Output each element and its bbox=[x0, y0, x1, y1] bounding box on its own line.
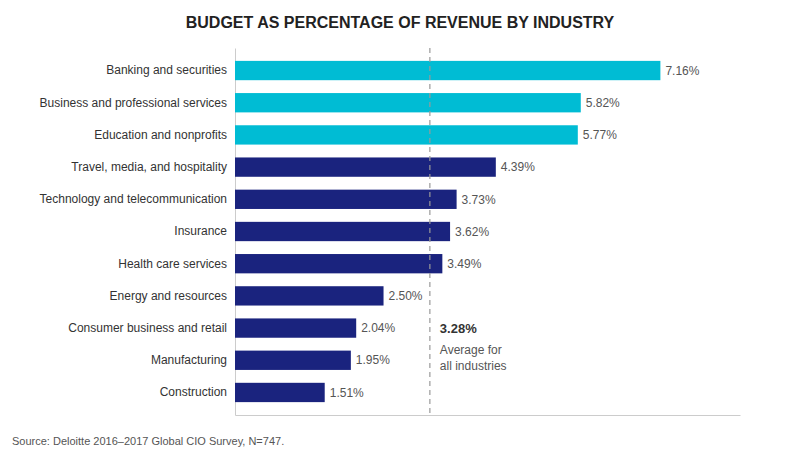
y-tick-label: Travel, media, and hospitality bbox=[71, 160, 227, 174]
bar bbox=[235, 157, 496, 176]
data-label: 3.62% bbox=[455, 225, 489, 239]
data-label: 1.95% bbox=[356, 353, 390, 367]
y-tick: Manufacturing bbox=[151, 353, 235, 367]
y-axis: Banking and securities Business and profe… bbox=[40, 49, 236, 416]
y-tick-label: Manufacturing bbox=[151, 353, 227, 367]
y-tick: Health care services bbox=[118, 257, 235, 271]
plot-area: Banking and securities Business and profe… bbox=[40, 48, 741, 416]
y-tick: Energy and resources bbox=[110, 289, 235, 303]
data-label: 2.04% bbox=[361, 321, 395, 335]
x-axis-line bbox=[236, 415, 741, 416]
bar bbox=[235, 125, 578, 144]
chart: BUDGET AS PERCENTAGE OF REVENUE BY INDUS… bbox=[0, 0, 800, 455]
data-label: 4.39% bbox=[501, 160, 535, 174]
data-label: 5.82% bbox=[586, 96, 620, 110]
data-label: 7.16% bbox=[665, 64, 699, 78]
source: Source: Deloitte 2016–2017 Global CIO Su… bbox=[12, 435, 284, 447]
y-tick-label: Education and nonprofits bbox=[94, 128, 227, 142]
title: BUDGET AS PERCENTAGE OF REVENUE BY INDUS… bbox=[186, 14, 615, 31]
bar bbox=[235, 286, 384, 305]
y-tick: Construction bbox=[160, 385, 235, 399]
average-label: 3.28% bbox=[440, 321, 477, 336]
y-tick-label: Technology and telecommunication bbox=[40, 192, 227, 206]
y-tick-label: Energy and resources bbox=[110, 289, 227, 303]
bars bbox=[235, 48, 660, 415]
data-label: 5.77% bbox=[583, 128, 617, 142]
bar bbox=[235, 318, 356, 337]
data-label: 3.73% bbox=[462, 193, 496, 207]
data-labels: 7.16% 5.82% 5.77% 4.39% 3.73% 3.62% 3.49% 2.50%… bbox=[330, 64, 700, 400]
y-tick: Travel, media, and hospitality bbox=[71, 160, 235, 174]
y-tick-label: Business and professional services bbox=[40, 96, 227, 110]
y-tick-label: Construction bbox=[160, 385, 227, 399]
data-label: 3.49% bbox=[447, 257, 481, 271]
y-tick-label: Health care services bbox=[118, 257, 227, 271]
y-tick-label: Consumer business and retail bbox=[68, 321, 227, 335]
y-tick: Business and professional services bbox=[40, 96, 235, 110]
bar bbox=[235, 254, 442, 273]
bar bbox=[235, 351, 351, 370]
bar bbox=[235, 383, 325, 402]
x-axis bbox=[236, 415, 741, 416]
bar bbox=[235, 222, 450, 241]
y-tick: Insurance bbox=[174, 224, 235, 238]
y-tick: Consumer business and retail bbox=[68, 321, 235, 335]
y-tick: Education and nonprofits bbox=[94, 128, 235, 142]
average-text: Average forall industries bbox=[440, 343, 507, 373]
average-line bbox=[429, 48, 430, 415]
bar bbox=[235, 61, 660, 80]
bar bbox=[235, 93, 581, 112]
y-tick: Technology and telecommunication bbox=[40, 192, 235, 206]
bar bbox=[235, 190, 457, 209]
y-tick: Banking and securities bbox=[106, 63, 235, 77]
data-label: 2.50% bbox=[389, 289, 423, 303]
y-tick-label: Banking and securities bbox=[106, 63, 227, 77]
data-label: 1.51% bbox=[330, 386, 364, 400]
y-tick-label: Insurance bbox=[174, 224, 227, 238]
